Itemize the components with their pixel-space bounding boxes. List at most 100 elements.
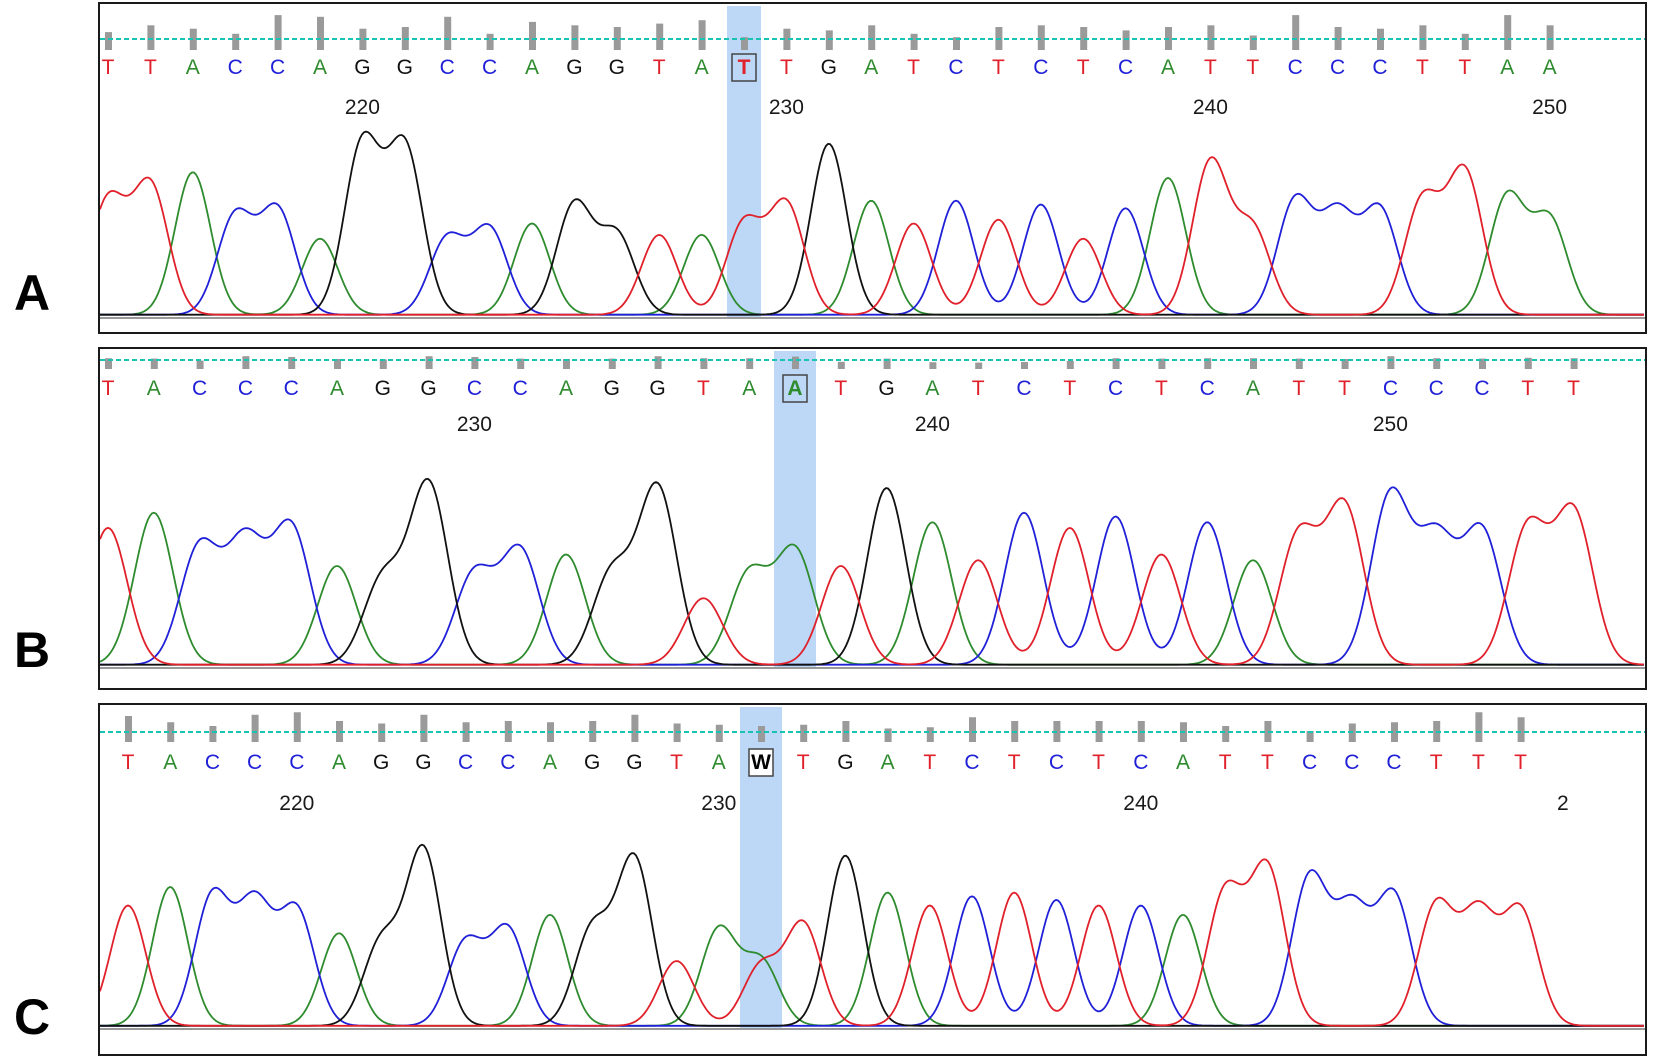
quality-bar [926, 727, 934, 742]
base-call: C [1033, 56, 1048, 79]
base-call: G [420, 377, 436, 400]
quality-bar [288, 357, 296, 369]
base-call: A [864, 56, 878, 79]
base-call: T [1514, 751, 1527, 774]
chromatogram-a: T T A C C A G G C C A G G T A T T G A T C T C T C A T T C C C T T A A 220 23… [100, 6, 1645, 319]
base-call: G [609, 56, 625, 79]
quality-bar [1433, 358, 1441, 369]
base-call: C [513, 377, 528, 400]
base-call: G [604, 377, 620, 400]
quality-bar [868, 25, 876, 50]
base-call: A [525, 56, 539, 79]
chromatogram-panel-c: T A C C C A G G C C A G G T A W T G A T C T C T C A T T C C C T T T 220 230… [98, 703, 1647, 1056]
position-label: 240 [915, 413, 950, 436]
panel-label-b: B [14, 622, 51, 678]
base-call: A [1161, 56, 1175, 79]
base-call: T [1472, 751, 1485, 774]
base-call: T [797, 751, 810, 774]
base-call: C [1133, 751, 1148, 774]
base-call: A [1176, 751, 1190, 774]
quality-bar [571, 25, 579, 50]
quality-bar [715, 724, 723, 742]
trace-c [100, 868, 1644, 1027]
quality-bar [517, 358, 525, 369]
quality-bar [317, 16, 324, 50]
quality-bar [1080, 27, 1088, 50]
variant-highlight [727, 6, 761, 317]
base-call: A [559, 377, 573, 400]
chromatogram-b: T A C C C A G G C C A G G T A A T G A T C T C T C A T T C C C T T 230 240 2… [100, 351, 1645, 669]
position-label: 250 [1532, 96, 1567, 119]
quality-bar [1207, 25, 1215, 50]
base-call: T [923, 751, 936, 774]
base-call: A [787, 377, 802, 400]
variant-highlight [774, 351, 816, 667]
quality-bar [486, 33, 494, 50]
chromatogram-panel-a: T T A C C A G G C C A G G T A T T G A T C T C T C A T T C C C T T A A 220 23… [98, 2, 1647, 334]
quality-bar [336, 721, 343, 742]
quality-bar [700, 358, 708, 369]
quality-bar [741, 37, 748, 50]
position-label: 230 [769, 96, 804, 119]
quality-bar [1122, 30, 1130, 50]
quality-bar [189, 28, 197, 50]
quality-bar [471, 357, 479, 369]
quality-bar [929, 362, 937, 369]
quality-bar [758, 726, 765, 742]
base-call: A [1246, 377, 1260, 400]
quality-bar [1021, 362, 1028, 369]
base-call: A [330, 377, 344, 400]
base-call: C [1108, 377, 1123, 400]
quality-bar [1037, 25, 1045, 50]
quality-bar [147, 25, 155, 50]
quality-bar [1112, 358, 1120, 369]
base-call: T [972, 377, 985, 400]
base-call: A [925, 377, 939, 400]
base-call: T [1063, 377, 1076, 400]
quality-bar [167, 722, 175, 742]
base-call: G [566, 56, 582, 79]
position-label: 220 [279, 792, 314, 815]
quality-bar [1222, 726, 1230, 742]
position-label: 240 [1123, 792, 1158, 815]
quality-bar [379, 359, 387, 369]
base-call: C [205, 751, 220, 774]
trace-a [100, 886, 1644, 1027]
base-call: T [1430, 751, 1443, 774]
base-call: G [878, 377, 894, 400]
quality-bar [656, 23, 664, 50]
base-call: C [500, 751, 515, 774]
quality-bar [837, 361, 845, 369]
base-call: A [543, 751, 557, 774]
quality-bar [209, 726, 217, 742]
marked-call-box [731, 53, 757, 82]
base-call: G [415, 751, 431, 774]
base-call: C [458, 751, 473, 774]
quality-bar [800, 724, 808, 742]
quality-bar [1387, 356, 1395, 369]
marked-call-box [748, 748, 774, 777]
base-call: C [440, 56, 455, 79]
base-call: T [122, 751, 135, 774]
quality-bar [1334, 27, 1342, 50]
quality-bar [242, 356, 250, 369]
base-call: T [834, 377, 847, 400]
quality-bar [274, 15, 282, 51]
marked-call-box [782, 374, 808, 403]
base-call: C [1344, 751, 1359, 774]
quality-bar [1524, 357, 1532, 369]
base-call: A [313, 56, 327, 79]
position-label: 250 [1373, 413, 1408, 436]
base-call: A [742, 377, 756, 400]
quality-bar [125, 716, 132, 742]
quality-bar [462, 722, 470, 742]
quality-bar [359, 28, 367, 50]
position-label: 220 [345, 96, 380, 119]
position-label: 230 [701, 792, 736, 815]
panel-label-a: A [14, 265, 51, 321]
quality-bar [698, 20, 706, 50]
quality-bar [884, 728, 892, 742]
base-call: T [1246, 56, 1259, 79]
trace-t [100, 497, 1645, 666]
base-call: C [1200, 377, 1215, 400]
